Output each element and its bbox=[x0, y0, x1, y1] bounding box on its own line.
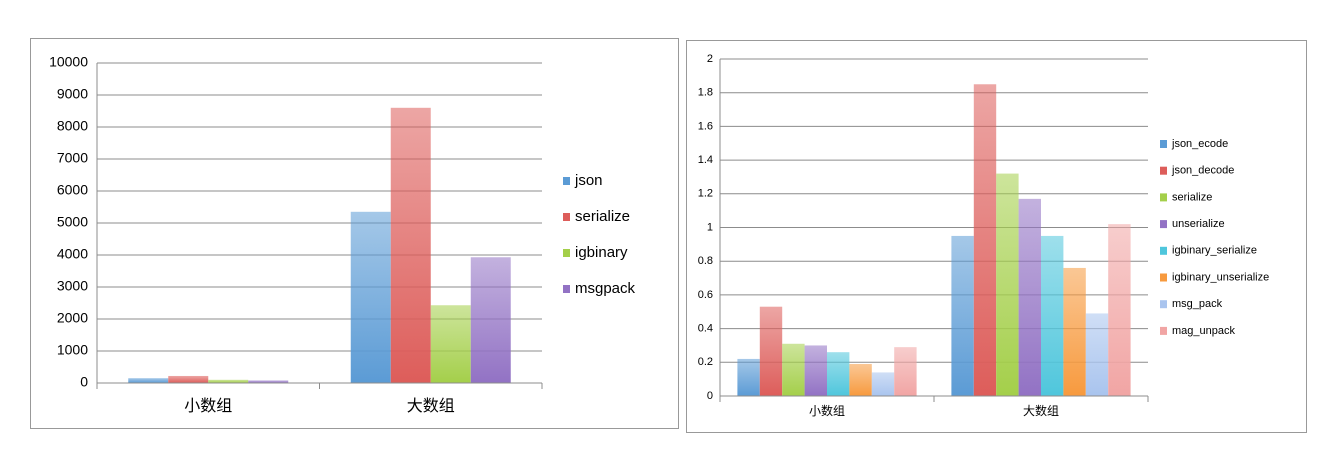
bar bbox=[1108, 224, 1131, 396]
bar bbox=[168, 375, 209, 383]
bar bbox=[996, 173, 1019, 396]
bar bbox=[804, 345, 827, 396]
bar bbox=[737, 358, 760, 396]
bar bbox=[759, 306, 783, 396]
legend-label: serialize bbox=[575, 208, 630, 225]
legend-swatch bbox=[563, 213, 570, 221]
bar bbox=[1063, 267, 1086, 396]
legend-label: igbinary bbox=[575, 244, 628, 261]
legend-label: mag_unpack bbox=[1172, 325, 1235, 337]
y-tick-label: 1.2 bbox=[698, 188, 713, 200]
y-tick-label: 5000 bbox=[57, 214, 88, 230]
y-tick-label: 4000 bbox=[57, 246, 88, 262]
bar bbox=[430, 305, 471, 383]
bar bbox=[350, 211, 391, 383]
legend-swatch bbox=[1160, 166, 1167, 175]
legend-swatch bbox=[563, 249, 570, 257]
legend-label: json_ecode bbox=[1171, 138, 1228, 150]
x-tick-label: 小数组 bbox=[809, 403, 845, 418]
bar bbox=[1085, 313, 1109, 396]
legend-swatch bbox=[1160, 140, 1167, 148]
bar bbox=[1018, 198, 1041, 396]
bar bbox=[849, 363, 872, 396]
y-tick-label: 1.6 bbox=[698, 120, 713, 132]
legend-swatch bbox=[1160, 300, 1167, 309]
legend-label: serialize bbox=[1172, 191, 1212, 203]
bar bbox=[1041, 235, 1064, 396]
bar bbox=[128, 378, 169, 383]
legend-label: json_decode bbox=[1171, 165, 1234, 177]
y-tick-label: 8000 bbox=[57, 118, 88, 134]
legend-swatch bbox=[1160, 273, 1167, 282]
y-tick-label: 0.4 bbox=[698, 323, 713, 335]
legend-label: igbinary_unserialize bbox=[1172, 271, 1269, 283]
y-tick-label: 10000 bbox=[49, 54, 88, 70]
y-tick-label: 0 bbox=[707, 390, 713, 402]
legend-label: json bbox=[574, 172, 603, 189]
bar bbox=[951, 235, 974, 396]
x-tick-label: 大数组 bbox=[1023, 403, 1059, 418]
bar bbox=[248, 380, 289, 383]
bar bbox=[827, 352, 850, 396]
legend-swatch bbox=[563, 285, 570, 293]
legend-label: msgpack bbox=[575, 280, 636, 297]
y-tick-label: 0.6 bbox=[698, 289, 713, 301]
bar bbox=[871, 372, 895, 396]
bar bbox=[208, 379, 249, 383]
y-tick-label: 0.2 bbox=[698, 356, 713, 368]
y-tick-label: 1.4 bbox=[698, 154, 713, 166]
x-tick-label: 大数组 bbox=[407, 397, 455, 415]
legend-swatch bbox=[1160, 246, 1167, 255]
legend-swatch bbox=[1160, 220, 1167, 229]
bar bbox=[782, 343, 805, 396]
bar bbox=[894, 347, 917, 396]
legend-swatch bbox=[1160, 193, 1167, 202]
y-tick-label: 6000 bbox=[57, 182, 88, 198]
y-tick-label: 3000 bbox=[57, 278, 88, 294]
y-tick-label: 2 bbox=[707, 53, 713, 65]
legend-label: msg_pack bbox=[1172, 298, 1223, 310]
bar bbox=[390, 107, 431, 384]
bar bbox=[470, 257, 511, 383]
legend-swatch bbox=[563, 177, 570, 185]
y-tick-label: 2000 bbox=[57, 310, 88, 326]
y-tick-label: 0 bbox=[80, 374, 88, 390]
x-tick-label: 小数组 bbox=[184, 397, 232, 415]
y-tick-label: 1.8 bbox=[698, 87, 713, 99]
y-tick-label: 1000 bbox=[57, 342, 88, 358]
legend-label: igbinary_serialize bbox=[1172, 245, 1257, 257]
bar bbox=[973, 84, 997, 397]
y-tick-label: 9000 bbox=[57, 86, 88, 102]
y-tick-label: 1 bbox=[707, 221, 713, 233]
y-tick-label: 0.8 bbox=[698, 255, 713, 267]
y-tick-label: 7000 bbox=[57, 150, 88, 166]
legend-label: unserialize bbox=[1172, 218, 1225, 230]
legend-swatch bbox=[1160, 326, 1167, 335]
